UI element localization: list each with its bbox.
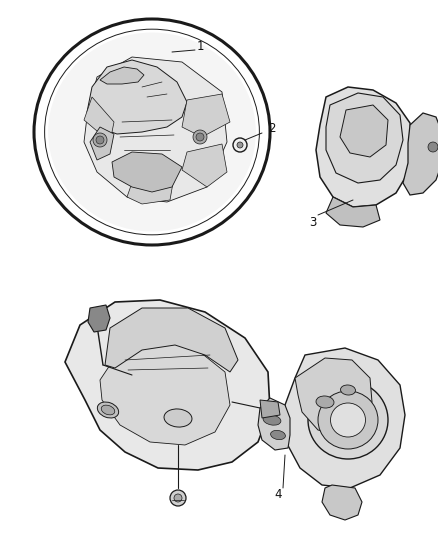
Text: 2: 2 <box>268 122 276 134</box>
Polygon shape <box>182 144 227 187</box>
Circle shape <box>428 142 438 152</box>
Polygon shape <box>105 308 238 372</box>
Ellipse shape <box>308 381 388 459</box>
Polygon shape <box>316 87 413 207</box>
Circle shape <box>237 142 243 148</box>
Circle shape <box>233 138 247 152</box>
Ellipse shape <box>331 403 365 437</box>
Circle shape <box>170 490 186 506</box>
Polygon shape <box>88 305 110 332</box>
Circle shape <box>93 133 107 147</box>
Polygon shape <box>87 60 187 134</box>
Circle shape <box>96 136 104 144</box>
Polygon shape <box>100 340 230 445</box>
Polygon shape <box>403 113 438 195</box>
Polygon shape <box>65 300 270 470</box>
Polygon shape <box>322 485 362 520</box>
Ellipse shape <box>316 396 334 408</box>
Polygon shape <box>326 197 380 227</box>
Polygon shape <box>295 358 372 435</box>
Circle shape <box>174 494 182 502</box>
Polygon shape <box>100 67 144 84</box>
Circle shape <box>193 130 207 144</box>
Polygon shape <box>326 93 403 183</box>
Ellipse shape <box>318 391 378 449</box>
Text: 4: 4 <box>274 489 282 502</box>
Polygon shape <box>84 97 114 142</box>
Ellipse shape <box>263 415 281 425</box>
Polygon shape <box>260 400 280 418</box>
Polygon shape <box>112 152 182 192</box>
Polygon shape <box>84 57 227 202</box>
Ellipse shape <box>340 385 356 395</box>
Ellipse shape <box>101 405 115 415</box>
Ellipse shape <box>271 430 286 440</box>
Ellipse shape <box>164 409 192 427</box>
Circle shape <box>196 133 204 141</box>
Ellipse shape <box>48 33 256 231</box>
Polygon shape <box>182 94 230 137</box>
Polygon shape <box>90 127 114 160</box>
Text: 1: 1 <box>196 39 204 52</box>
Polygon shape <box>258 398 290 450</box>
Polygon shape <box>285 348 405 488</box>
Polygon shape <box>340 105 388 157</box>
Text: 3: 3 <box>309 216 317 230</box>
Polygon shape <box>127 172 174 204</box>
Ellipse shape <box>97 402 119 418</box>
